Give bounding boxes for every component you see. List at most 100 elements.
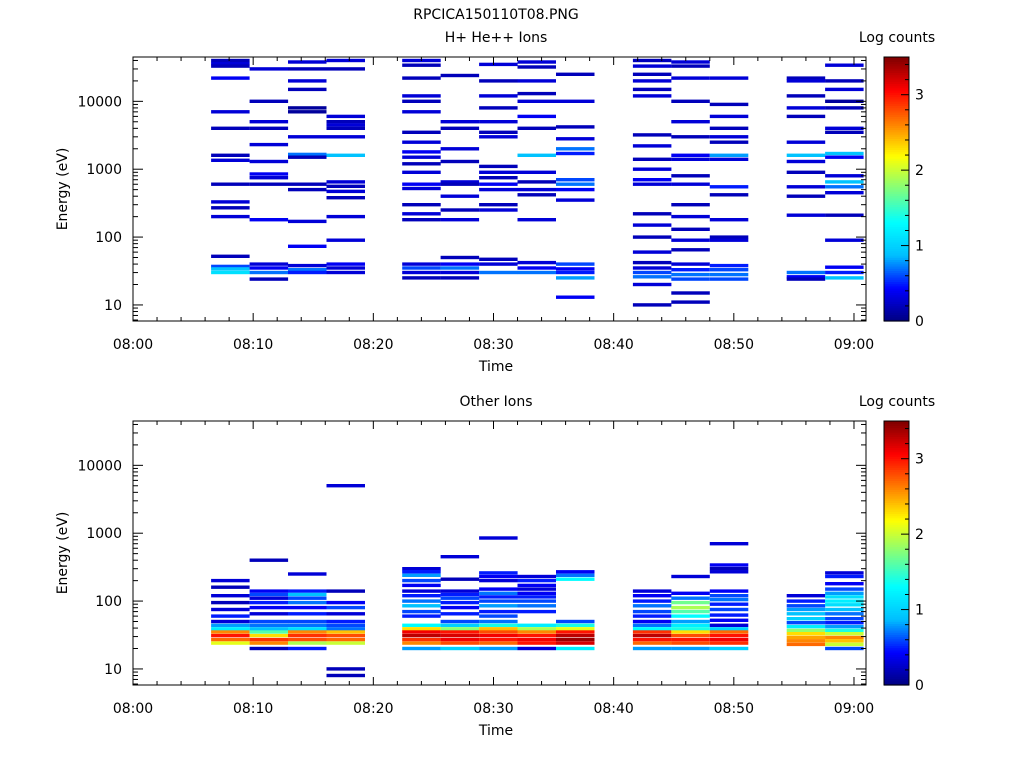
y-tick-label: 10 (104, 662, 122, 678)
colorbar-swatch (884, 79, 909, 82)
heatmap-cell (211, 614, 250, 618)
colorbar-swatch (884, 266, 909, 269)
heatmap-cell (556, 187, 595, 192)
heatmap-cell (671, 637, 710, 642)
heatmap-cell (479, 574, 518, 579)
heatmap-cell (709, 567, 749, 571)
heatmap-cell (825, 642, 864, 647)
heatmap-cell (249, 67, 289, 71)
colorbar-swatch (884, 630, 909, 633)
colorbar-swatch (884, 180, 909, 183)
colorbar-swatch (884, 171, 909, 175)
colorbar-swatch (884, 577, 909, 580)
heatmap-cell (825, 607, 864, 612)
heatmap-cell (249, 270, 289, 275)
colorbar-swatch (884, 57, 909, 60)
heatmap-cell (517, 627, 556, 631)
x-axis-label: Time (478, 359, 513, 375)
heatmap-cell (326, 214, 365, 219)
heatmap-cell (288, 67, 327, 71)
heatmap-cell (211, 264, 250, 269)
heatmap-cell (402, 94, 441, 98)
heatmap-cell (211, 126, 250, 130)
colorbar-swatch (884, 676, 909, 679)
heatmap-cell (556, 276, 595, 280)
heatmap-cell (632, 614, 672, 618)
colorbar-swatch (884, 164, 909, 168)
heatmap-cell (402, 130, 441, 134)
heatmap-cell (288, 219, 327, 224)
heatmap-cell (479, 182, 518, 186)
colorbar-swatch (884, 550, 909, 554)
colorbar-swatch (884, 125, 909, 128)
heatmap-cell (556, 627, 595, 631)
heatmap-cell (402, 641, 441, 645)
heatmap-cell (517, 574, 556, 579)
heatmap-cell (288, 612, 327, 616)
heatmap-cell (709, 140, 749, 144)
colorbar-swatch (884, 72, 909, 76)
heatmap-cell (517, 270, 556, 275)
colorbar-swatch (884, 597, 909, 600)
heatmap-cell (517, 65, 556, 69)
heatmap-cell (402, 266, 441, 270)
colorbar-swatch (884, 513, 909, 517)
heatmap-cell (249, 627, 289, 631)
colorbar-swatch (884, 427, 909, 431)
heatmap-cell (632, 223, 672, 227)
x-tick-label: 08:30 (473, 701, 513, 717)
heatmap-cell (671, 614, 710, 618)
colorbar-swatch (884, 138, 909, 142)
colorbar-swatch (884, 195, 909, 199)
heatmap-cell (479, 120, 518, 124)
heatmap-cell (288, 182, 327, 186)
heatmap-cell (632, 609, 672, 614)
heatmap-cell (632, 72, 672, 76)
heatmap-cell (632, 64, 672, 68)
heatmap-cell (786, 213, 826, 217)
heatmap-cell (709, 135, 749, 139)
colorbar-tick-label: 3 (915, 88, 924, 104)
heatmap-cell (440, 194, 480, 198)
heatmap-cell (479, 604, 518, 608)
colorbar-swatch (884, 101, 909, 104)
heatmap-cell (786, 277, 826, 281)
colorbar-swatch (884, 127, 909, 131)
heatmap-cell (211, 254, 250, 258)
heatmap-cell (440, 120, 480, 124)
heatmap-cell (288, 135, 327, 139)
colorbar-swatch (884, 259, 909, 263)
heatmap-cell (709, 602, 749, 606)
heatmap-cell (671, 227, 710, 231)
heatmap-cell (517, 114, 556, 119)
colorbar-frame (883, 56, 910, 322)
colorbar-swatch (884, 546, 909, 550)
heatmap-cell (671, 609, 710, 614)
heatmap-cell (326, 641, 365, 645)
heatmap-cell (440, 147, 480, 151)
heatmap-cell (825, 603, 864, 607)
heatmap-cell (671, 272, 710, 277)
colorbar-swatch (884, 526, 909, 530)
heatmap-cell (326, 637, 365, 642)
colorbar-swatch (884, 197, 909, 201)
colorbar-swatch (884, 531, 909, 534)
heatmap-cell (709, 563, 749, 567)
heatmap-cell (440, 266, 480, 270)
heatmap-cell (517, 646, 556, 651)
heatmap-cell (825, 185, 864, 189)
heatmap-cell (440, 633, 480, 638)
colorbar-swatch (884, 301, 909, 304)
heatmap-cell (440, 589, 480, 593)
colorbar-swatch (884, 307, 909, 311)
colorbar-swatch (884, 660, 909, 664)
x-tick-label: 08:50 (714, 701, 754, 717)
heatmap-cell (786, 642, 826, 647)
plot-frame (132, 420, 867, 686)
heatmap-cell (632, 623, 672, 627)
heatmap-cell (402, 170, 441, 174)
colorbar-swatch (884, 553, 909, 556)
heatmap-cell (517, 583, 556, 588)
heatmap-cell (709, 633, 749, 638)
colorbar-swatch (884, 663, 909, 666)
